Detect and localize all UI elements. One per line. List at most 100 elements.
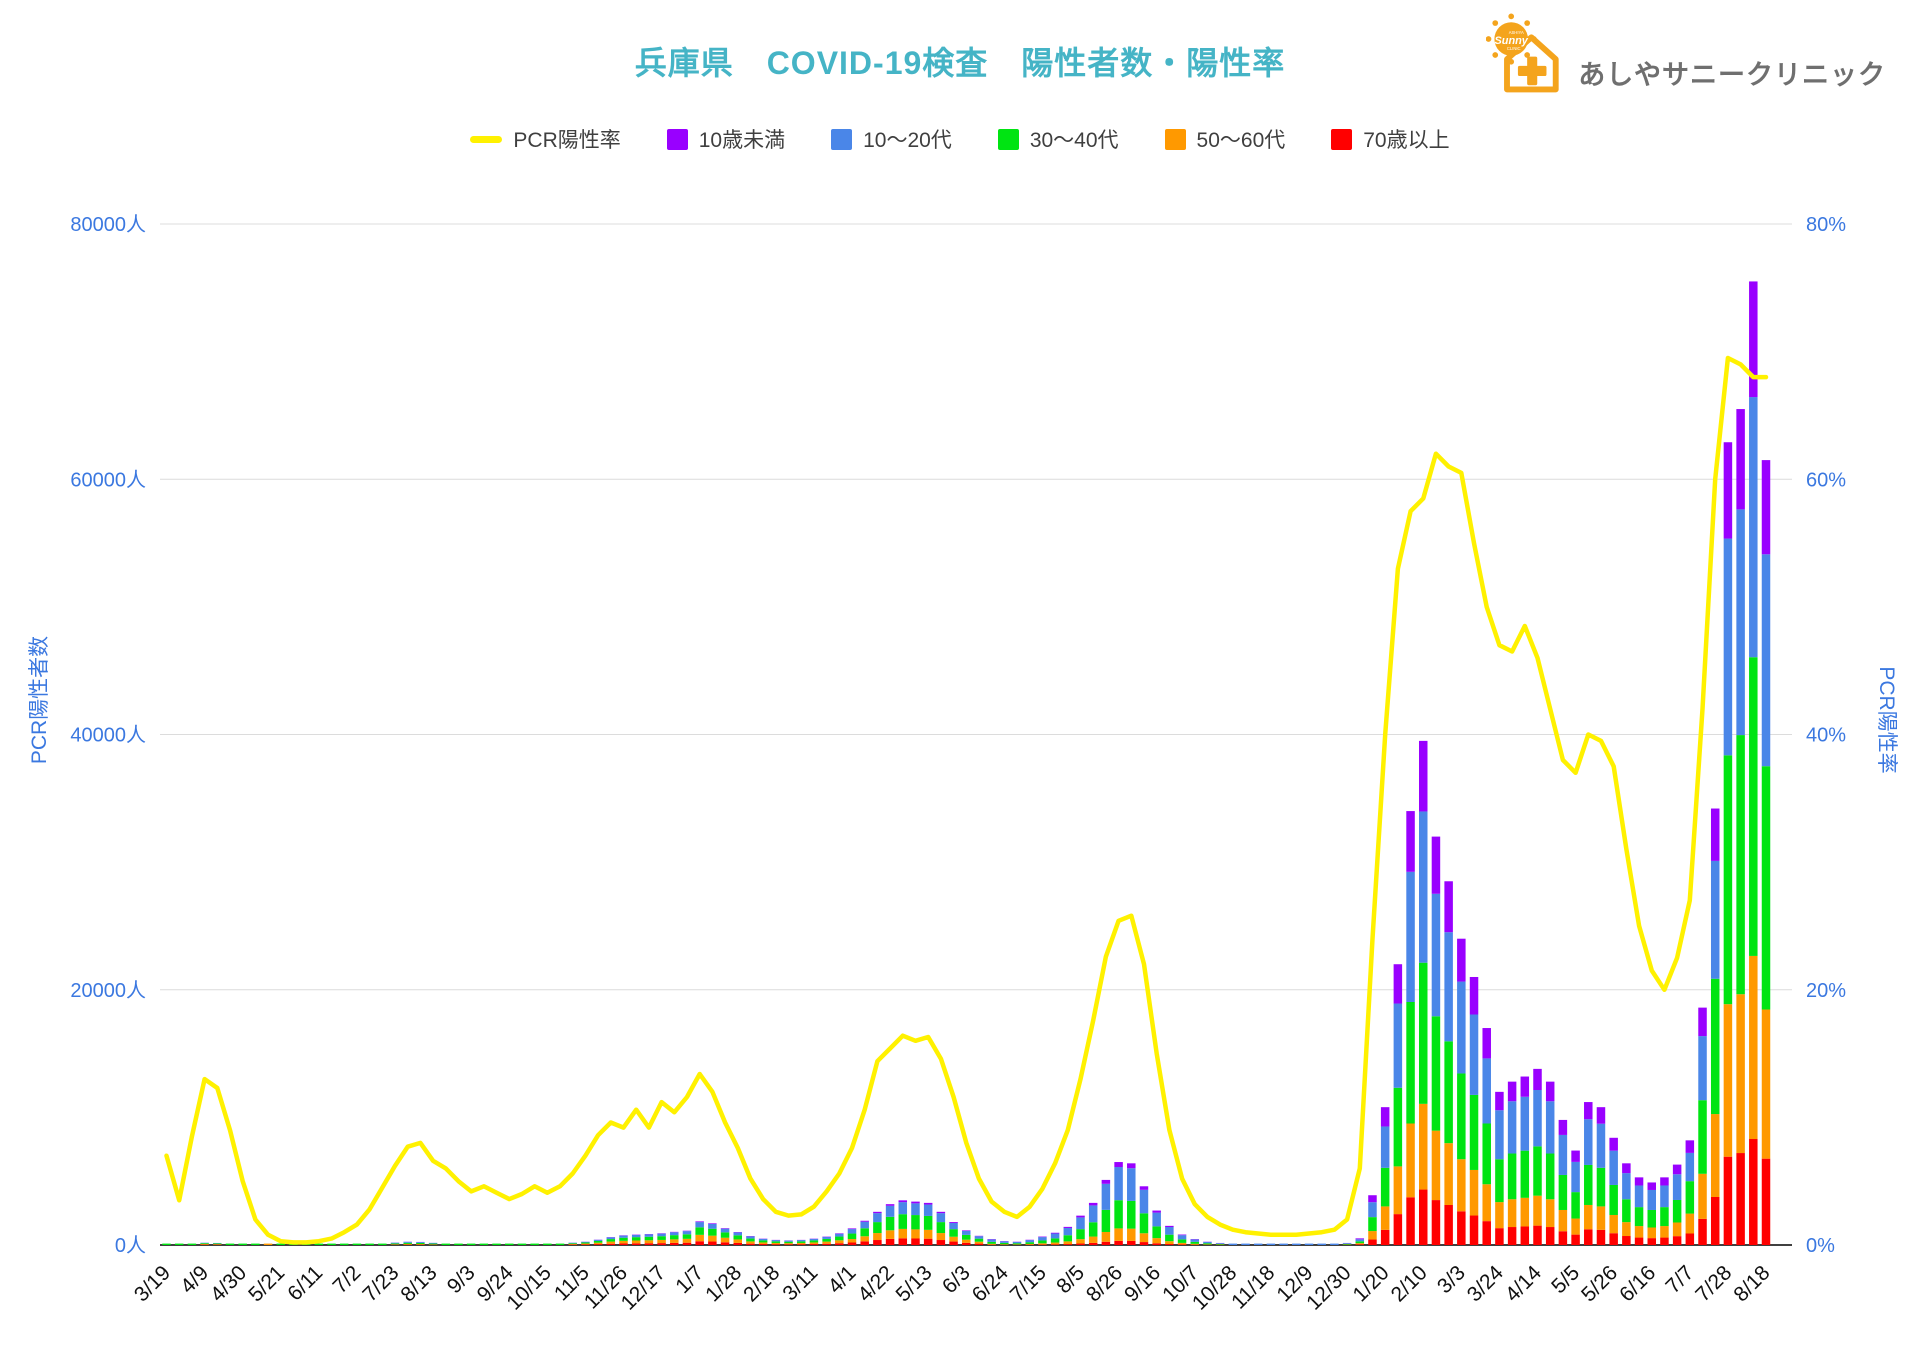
- bar-segment: [644, 1236, 654, 1241]
- bar-segment: [1710, 1114, 1720, 1197]
- bar-segment: [1431, 836, 1441, 894]
- bar-segment: [1698, 1218, 1707, 1245]
- bar-segment: [568, 1242, 577, 1244]
- bar-segment: [1152, 1243, 1161, 1245]
- bar-segment: [1330, 1243, 1339, 1245]
- bar-segment: [1025, 1243, 1034, 1245]
- bar-segment: [1723, 442, 1733, 539]
- bar-segment: [771, 1240, 781, 1242]
- bar-segment: [733, 1242, 742, 1245]
- bar-segment: [1380, 1206, 1390, 1230]
- bar-segment: [492, 1243, 501, 1245]
- bar-segment: [911, 1229, 920, 1239]
- bar-segment: [1520, 1150, 1530, 1198]
- bar-segment: [1406, 1123, 1415, 1198]
- bar-segment: [974, 1236, 984, 1239]
- bar-segment: [644, 1240, 654, 1244]
- bar-segment: [1000, 1241, 1009, 1243]
- x-axis-tick: 5/21: [244, 1261, 289, 1306]
- bar-segment: [1634, 1226, 1644, 1238]
- x-axis-tick: 1/20: [1349, 1261, 1394, 1306]
- left-axis-tick: 60000人: [70, 468, 146, 491]
- bar-segment: [1380, 1107, 1390, 1127]
- bar-segment: [1342, 1243, 1352, 1244]
- bar-segment: [1114, 1200, 1123, 1229]
- bar-segment: [784, 1244, 793, 1245]
- left-axis-tick: 20000人: [70, 979, 146, 1002]
- bar-segment: [1177, 1235, 1187, 1240]
- bar-segment: [898, 1214, 908, 1229]
- bar-segment: [1634, 1237, 1644, 1245]
- bar-segment: [1584, 1229, 1593, 1245]
- sun-script-text: Sunny: [1495, 35, 1529, 47]
- bar-segment: [1672, 1222, 1682, 1237]
- x-axis-tick: 11/18: [1227, 1261, 1279, 1313]
- bar-segment: [898, 1238, 908, 1245]
- bar-segment: [1457, 1159, 1466, 1212]
- bar-segment: [1393, 1214, 1403, 1245]
- bar-segment: [898, 1228, 908, 1239]
- bar-segment: [631, 1240, 641, 1244]
- bar-segment: [1584, 1119, 1593, 1165]
- bar-segment: [911, 1238, 920, 1245]
- bar-segment: [1101, 1183, 1111, 1210]
- bar-segment: [1634, 1177, 1644, 1186]
- right-axis-tick: 80%: [1806, 214, 1846, 236]
- bar-segment: [1050, 1244, 1060, 1245]
- bar-segment: [1063, 1241, 1073, 1245]
- bar-segment: [1203, 1241, 1212, 1244]
- bar-segment: [1469, 1215, 1479, 1245]
- bar-segment: [923, 1238, 933, 1245]
- x-axis-tick: 5/13: [892, 1261, 937, 1306]
- bar-segment: [479, 1243, 489, 1245]
- bar-segment: [1000, 1242, 1009, 1245]
- bar-segment: [1215, 1243, 1225, 1244]
- bar-segment: [225, 1243, 235, 1245]
- bar-segment: [1736, 509, 1745, 736]
- bar-segment: [923, 1229, 933, 1239]
- bar-segment: [1368, 1239, 1377, 1245]
- bar-segment: [1596, 1123, 1606, 1168]
- bar-segment: [1482, 1028, 1491, 1059]
- x-axis-tick: 10/28: [1188, 1261, 1241, 1314]
- clinic-logo-icon: ASHIYA Sunny CLINIC: [1486, 13, 1559, 93]
- bar-segment: [1596, 1229, 1606, 1245]
- bar-segment: [644, 1243, 654, 1245]
- legend-box-marker: [997, 128, 1019, 150]
- clinic-name: あしやサニークリニック: [1578, 60, 1886, 90]
- bar-segment: [339, 1243, 349, 1245]
- bar-segment: [1710, 808, 1720, 861]
- bar-segment: [1368, 1217, 1377, 1232]
- bar-segment: [1177, 1242, 1187, 1245]
- bar-segment: [416, 1242, 425, 1245]
- bar-segment: [1545, 1081, 1555, 1102]
- right-axis-tick: 0%: [1806, 1235, 1835, 1257]
- bar-segment: [1622, 1199, 1631, 1223]
- bar-segment: [1419, 1189, 1428, 1245]
- bar-segment: [454, 1243, 463, 1245]
- bar-segment: [1507, 1227, 1517, 1245]
- bar-segment: [1761, 766, 1771, 1010]
- bar-segment: [1114, 1228, 1123, 1241]
- bar-segment: [670, 1232, 679, 1236]
- bar-segment: [1406, 871, 1415, 1003]
- bar-segment: [1622, 1236, 1631, 1245]
- x-axis-tick: 12/30: [1302, 1261, 1355, 1314]
- bar-segment: [733, 1239, 742, 1243]
- bar-segment: [1038, 1237, 1047, 1241]
- x-axis-tick: 4/30: [206, 1261, 251, 1306]
- legend-label: PCR陽性率: [513, 129, 621, 152]
- bar-segment: [1063, 1226, 1073, 1228]
- bar-segment: [1152, 1226, 1161, 1239]
- bar-segment: [1660, 1177, 1669, 1186]
- bar-segment: [758, 1242, 768, 1245]
- bar-segment: [1406, 1197, 1415, 1245]
- bar-segment: [708, 1241, 717, 1245]
- bar-segment: [1647, 1189, 1656, 1210]
- bar-segment: [1444, 932, 1453, 1042]
- bar-segment: [657, 1236, 666, 1240]
- bar-segment: [1393, 1087, 1403, 1167]
- bar-segment: [1533, 1090, 1542, 1147]
- bar-segment: [657, 1243, 666, 1245]
- bar-segment: [1380, 1229, 1390, 1245]
